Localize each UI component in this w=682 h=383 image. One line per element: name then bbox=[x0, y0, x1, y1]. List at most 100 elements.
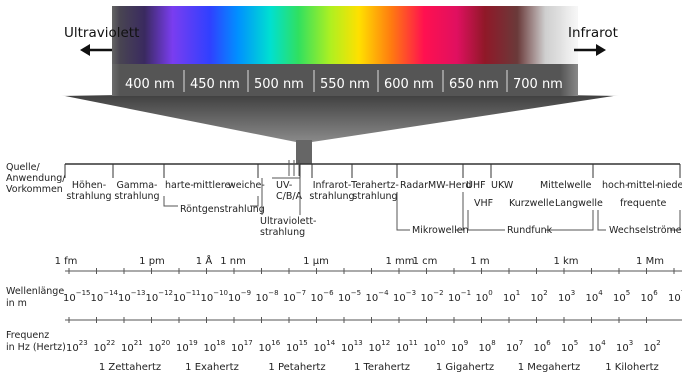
wavelength-exponent: 10−10 bbox=[201, 289, 229, 304]
frequency-exponent: 1010 bbox=[424, 339, 446, 354]
scale-units: 1 fm 1 pm 1 Å 1 nm 1 µm 1 mm1 cm 1 m 1 km 1 Mm bbox=[55, 254, 664, 267]
scale-unit-label: 1 Mm bbox=[636, 256, 664, 267]
frequency-exponent: 1016 bbox=[259, 339, 281, 354]
frequency-exponent: 1018 bbox=[204, 339, 226, 354]
frequency-exponent: 1011 bbox=[396, 339, 418, 354]
visible-spectrum-band bbox=[112, 6, 578, 64]
frequency-exponent: 1023 bbox=[66, 339, 88, 354]
wavelength-exponent: 10−9 bbox=[228, 289, 251, 304]
wavelength-exponent: 10−2 bbox=[421, 289, 444, 304]
scale-unit-label: 1 Å bbox=[196, 254, 213, 267]
frequente-label: frequente bbox=[620, 198, 667, 209]
wavelength-exponent: 100 bbox=[476, 289, 493, 304]
hoch-label: hoch- bbox=[602, 180, 629, 191]
frequency-exponent: 108 bbox=[479, 339, 496, 354]
weiche-label: weiche- bbox=[228, 180, 265, 191]
right-arrow-icon bbox=[574, 44, 606, 56]
radar-label: Radar bbox=[400, 180, 428, 191]
ukw-label: UKW bbox=[491, 180, 514, 191]
wavelength-exponent: 10−15 bbox=[63, 289, 91, 304]
nm-label: 400 nm bbox=[125, 77, 175, 92]
spectrum-stem bbox=[296, 140, 312, 164]
roentgen-label: Röntgenstrahlung bbox=[180, 204, 265, 215]
frequency-exponent: 1017 bbox=[231, 339, 253, 354]
wavelength-exponent: 10−1 bbox=[448, 289, 471, 304]
frequency-exponent: 1015 bbox=[286, 339, 308, 354]
frequency-unit-label: 1 Exahertz bbox=[185, 362, 239, 373]
row-labels: Quelle/Anwendung/Vorkommen Wellenlänge in … bbox=[6, 162, 66, 353]
gamma-strahlung-label: Gamma-strahlung bbox=[114, 180, 159, 202]
mikrowellen-bracket bbox=[396, 192, 464, 231]
frequency-exponent: 1019 bbox=[176, 339, 198, 354]
nm-label: 500 nm bbox=[254, 77, 304, 92]
wechselstroeme-bracket bbox=[597, 210, 681, 231]
mittel-label: mittel- bbox=[627, 180, 658, 191]
frequency-unit-label: 1 Kilohertz bbox=[605, 362, 659, 373]
wavelength-exponent: 10−13 bbox=[118, 289, 146, 304]
scale-unit-label: 1 µm bbox=[303, 256, 329, 267]
frequency-unit-label: 1 Gigahertz bbox=[436, 362, 494, 373]
wavelength-exponents: 10−15 10−14 10−13 10−12 10−11 10−10 10−9 10−8 10… bbox=[63, 268, 682, 304]
nieder-label: nieder- bbox=[657, 180, 682, 191]
row-label-frequency: Frequenz in Hz (Hertz) bbox=[6, 330, 66, 353]
mittelwelle-label: Mittelwelle bbox=[540, 180, 592, 191]
wavelength-exponent: 101 bbox=[503, 289, 520, 304]
frequency-unit-label: 1 Petahertz bbox=[268, 362, 325, 373]
infrared-label: Infrarot bbox=[568, 25, 618, 41]
frequency-unit-label: 1 Terahertz bbox=[354, 362, 410, 373]
frequency-exponent: 1021 bbox=[121, 339, 143, 354]
uv-bracket bbox=[261, 177, 301, 215]
spectrum-funnel bbox=[60, 95, 620, 142]
wavelength-exponent: 102 bbox=[531, 289, 548, 304]
frequency-exponent: 106 bbox=[534, 339, 552, 354]
frequency-unit-label: 1 Megahertz bbox=[518, 362, 581, 373]
uhf-label: UHF bbox=[466, 180, 486, 191]
wavelength-exponent: 106 bbox=[641, 289, 659, 304]
wavelength-exponent: 10−12 bbox=[146, 289, 174, 304]
wavelength-exponent: 10−14 bbox=[91, 289, 119, 304]
frequency-exponent: 107 bbox=[506, 339, 523, 354]
frequency-exponent: 1022 bbox=[94, 339, 116, 354]
wavelength-exponent: 10−3 bbox=[393, 289, 416, 304]
spectrum-scale-strip bbox=[112, 64, 578, 96]
frequency-exponent: 1014 bbox=[314, 339, 336, 354]
nm-label: 550 nm bbox=[320, 77, 370, 92]
nm-label: 650 nm bbox=[449, 77, 499, 92]
vhf-label: VHF bbox=[474, 198, 493, 209]
wavelength-exponent: 103 bbox=[558, 289, 575, 304]
scale-unit-label: 1 km bbox=[553, 256, 578, 267]
harte-label: harte- bbox=[165, 180, 194, 191]
frequency-exponents: 1023 1022 1021 1020 1019 1018 1017 1016 1015 1014… bbox=[66, 317, 661, 354]
wavelength-exponent: 10−7 bbox=[283, 289, 306, 304]
rundfunk-bracket bbox=[467, 210, 594, 231]
wavelength-exponent: 10−11 bbox=[173, 289, 201, 304]
frequency-exponent: 104 bbox=[589, 339, 607, 354]
mikrowellen-label: Mikrowellen bbox=[412, 225, 469, 236]
terahertz-strahlung-label: Terahertz-strahlung bbox=[350, 180, 399, 202]
frequency-exponent: 102 bbox=[644, 339, 661, 354]
hoehen-strahlung-label: Höhen-strahlung bbox=[66, 180, 111, 202]
scale-unit-label: 1 nm bbox=[220, 256, 246, 267]
left-arrow-icon bbox=[80, 44, 112, 56]
langwelle-label: Langwelle bbox=[555, 198, 603, 209]
scale-unit-label: 1 mm bbox=[385, 256, 414, 267]
frequency-unit-label: 1 Zettahertz bbox=[99, 362, 161, 373]
nm-label: 700 nm bbox=[513, 77, 563, 92]
wavelength-exponent: 10−6 bbox=[311, 289, 335, 304]
infrarot-strahlung-label: Infrarot-strahlung bbox=[309, 180, 354, 202]
frequency-exponent: 103 bbox=[616, 339, 633, 354]
wavelength-exponent: 105 bbox=[613, 289, 630, 304]
scale-unit-label: 1 fm bbox=[55, 256, 78, 267]
frequency-units: 1 Zettahertz 1 Exahertz 1 Petahertz 1 Terah… bbox=[99, 362, 659, 373]
frequency-exponent: 109 bbox=[451, 339, 468, 354]
row-label-wavelength: Wellenlänge in m bbox=[6, 286, 64, 309]
scale-unit-label: 1 cm bbox=[413, 256, 438, 267]
mittlere-label: mittlere- bbox=[193, 180, 234, 191]
kurzwelle-label: Kurzwelle bbox=[509, 198, 555, 209]
wavelength-exponent: 10−8 bbox=[256, 289, 279, 304]
wavelength-exponent: 107 bbox=[668, 289, 682, 304]
scale-unit-label: 1 m bbox=[470, 256, 489, 267]
rundfunk-label: Rundfunk bbox=[507, 225, 553, 236]
ultraviolet-label: Ultraviolett bbox=[64, 25, 139, 41]
